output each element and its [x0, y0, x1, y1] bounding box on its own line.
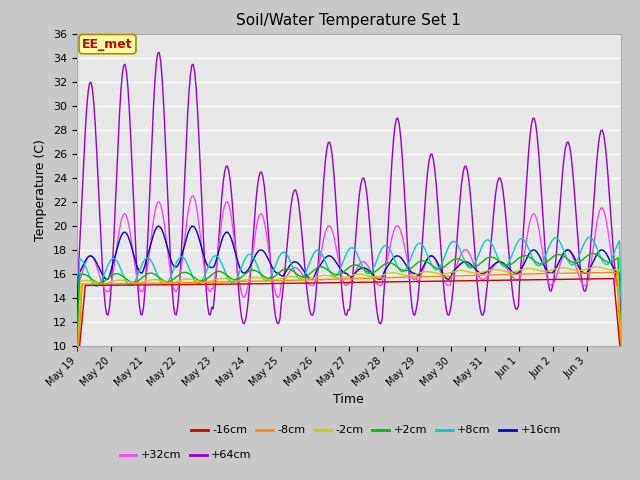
- Text: EE_met: EE_met: [82, 37, 133, 51]
- Title: Soil/Water Temperature Set 1: Soil/Water Temperature Set 1: [236, 13, 461, 28]
- Legend: +32cm, +64cm: +32cm, +64cm: [115, 446, 256, 465]
- X-axis label: Time: Time: [333, 393, 364, 406]
- Y-axis label: Temperature (C): Temperature (C): [35, 139, 47, 240]
